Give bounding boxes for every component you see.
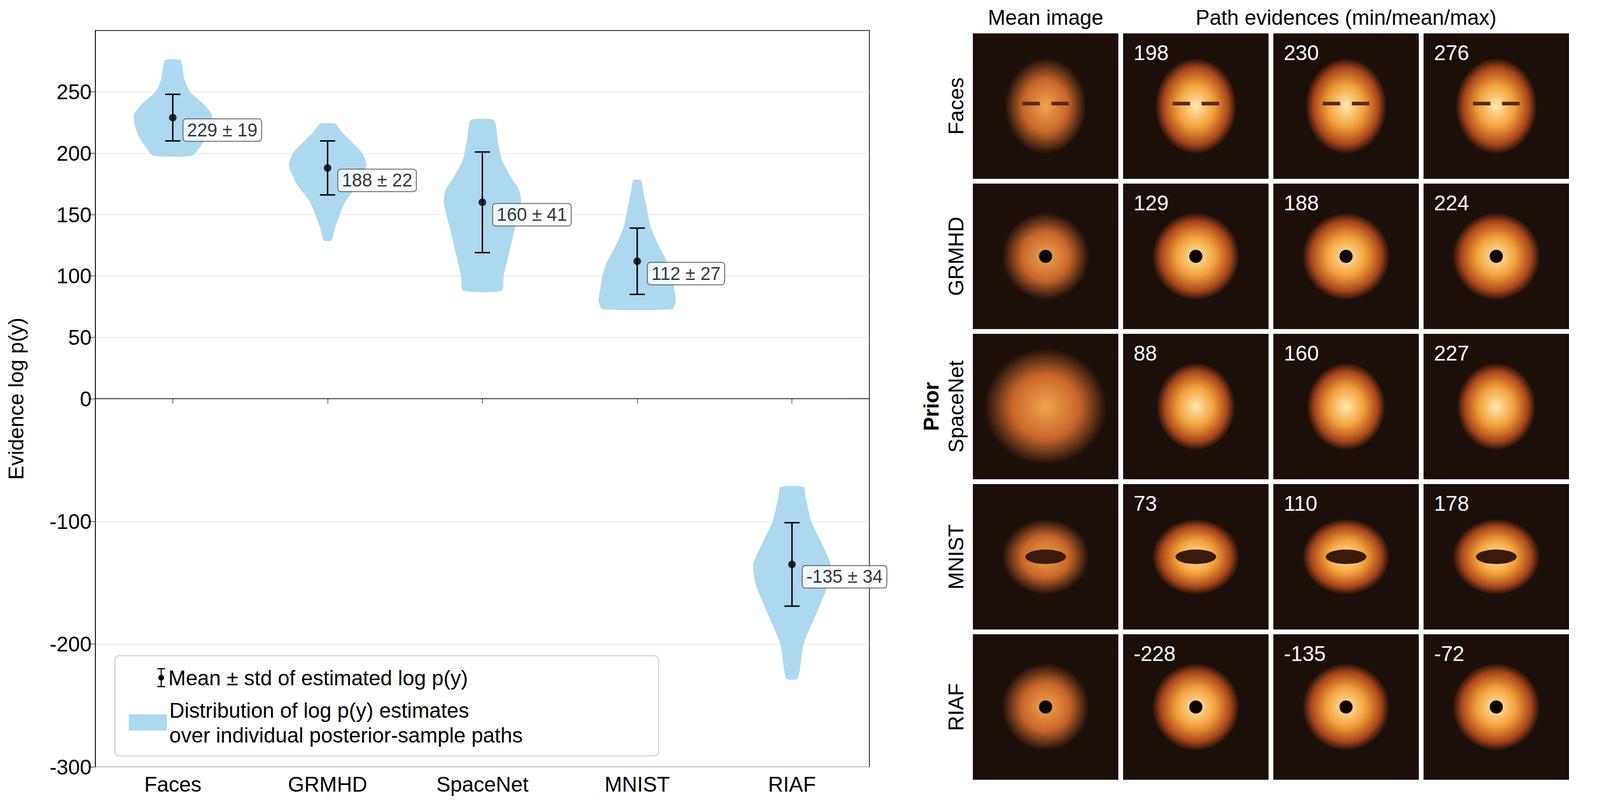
svg-text:Faces: Faces [944, 77, 968, 135]
svg-text:SpaceNet: SpaceNet [944, 360, 968, 453]
svg-text:GRMHD: GRMHD [944, 216, 968, 296]
svg-text:-135 ± 34: -135 ± 34 [806, 566, 883, 587]
svg-text:Prior: Prior [919, 381, 943, 432]
svg-text:110: 110 [1283, 491, 1318, 516]
svg-text:Faces: Faces [144, 772, 202, 796]
svg-text:over individual posterior-samp: over individual posterior-sample paths [169, 723, 523, 747]
svg-text:Path evidences (min/mean/max): Path evidences (min/mean/max) [1195, 5, 1497, 30]
svg-text:-200: -200 [49, 632, 92, 656]
svg-text:MNIST: MNIST [604, 772, 671, 796]
svg-text:MNIST: MNIST [944, 524, 968, 590]
svg-text:RIAF: RIAF [944, 682, 968, 731]
svg-text:88: 88 [1133, 341, 1157, 365]
svg-text:188 ± 22: 188 ± 22 [341, 170, 413, 191]
svg-text:160: 160 [1283, 341, 1319, 365]
svg-text:250: 250 [56, 80, 92, 104]
svg-text:224: 224 [1434, 191, 1469, 215]
svg-text:100: 100 [56, 264, 92, 288]
svg-text:276: 276 [1434, 41, 1469, 65]
svg-text:GRMHD: GRMHD [288, 772, 368, 796]
svg-text:-135: -135 [1283, 641, 1326, 666]
svg-text:73: 73 [1133, 491, 1157, 516]
svg-text:Evidence log p(y): Evidence log p(y) [4, 317, 28, 480]
svg-text:-300: -300 [49, 755, 92, 779]
svg-text:Distribution of log p(y) estim: Distribution of log p(y) estimates [169, 698, 469, 723]
svg-text:0: 0 [80, 387, 92, 411]
svg-text:129: 129 [1133, 191, 1169, 215]
svg-text:227: 227 [1434, 341, 1469, 365]
svg-text:160 ± 41: 160 ± 41 [496, 204, 568, 225]
svg-text:198: 198 [1133, 41, 1169, 65]
svg-text:RIAF: RIAF [768, 772, 816, 796]
svg-text:-72: -72 [1434, 641, 1465, 666]
svg-text:SpaceNet: SpaceNet [436, 772, 529, 796]
svg-text:50: 50 [68, 325, 92, 350]
svg-text:188: 188 [1283, 191, 1319, 215]
svg-text:Mean ± std of estimated log p(: Mean ± std of estimated log p(y) [168, 666, 468, 690]
svg-text:-228: -228 [1133, 641, 1176, 666]
svg-text:229 ± 19: 229 ± 19 [186, 120, 258, 141]
svg-text:-100: -100 [49, 509, 92, 534]
svg-text:178: 178 [1434, 491, 1469, 516]
svg-text:Mean image: Mean image [987, 5, 1104, 30]
svg-text:200: 200 [56, 141, 92, 166]
svg-text:112 ± 27: 112 ± 27 [651, 263, 721, 284]
svg-text:230: 230 [1283, 41, 1319, 65]
svg-text:150: 150 [56, 203, 92, 227]
